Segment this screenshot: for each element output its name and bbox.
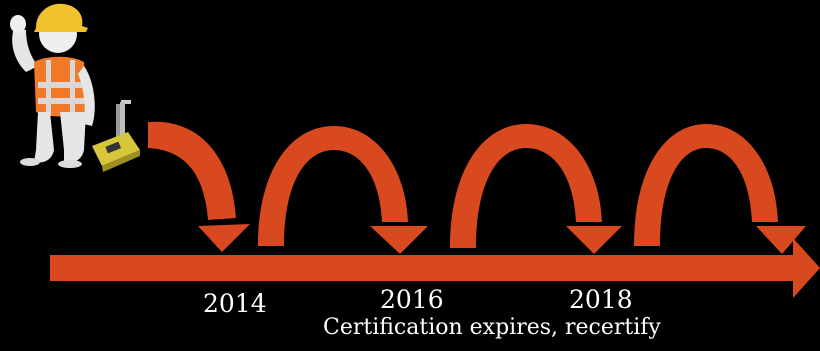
curved-arrow-body [258, 126, 408, 246]
construction-worker-figure-icon [10, 3, 95, 168]
vest-stripe [38, 82, 86, 88]
curved-arrow-body [634, 124, 778, 246]
vest-stripe [46, 60, 51, 116]
nuclear-gauge-icon [92, 100, 140, 172]
timeline-arrow [50, 238, 820, 298]
worker-foot [20, 158, 40, 166]
worker-hand [10, 15, 26, 33]
hard-hat-icon [34, 3, 88, 32]
gauge-display [105, 141, 121, 154]
worker-lower-arm [78, 66, 95, 126]
worker-left-leg [34, 112, 54, 163]
gauge-rod [120, 102, 125, 144]
worker-right-leg [60, 112, 86, 163]
worker-foot [58, 160, 82, 168]
year-label-2016: 2016 [380, 285, 444, 314]
curved-arrow-body [148, 121, 236, 220]
timeline-arrow-head [793, 238, 820, 298]
gauge-rod-shadow [116, 104, 120, 144]
curved-arrow-4 [634, 124, 806, 254]
gauge-body-side [102, 150, 140, 172]
curved-arrow-body [450, 124, 602, 248]
gauge-handle-top [121, 100, 131, 104]
year-label-2018: 2018 [569, 285, 633, 314]
vest-stripe [38, 98, 86, 104]
curved-arrow-3 [450, 124, 622, 254]
curved-arrow-head [756, 226, 806, 254]
curved-arrow-head [198, 224, 250, 252]
worker-raised-arm [12, 28, 38, 72]
timeline-arrow-shaft [50, 255, 795, 281]
timeline-caption: Certification expires, recertify [323, 315, 661, 340]
curved-arrow-1 [148, 121, 250, 252]
year-label-2014: 2014 [203, 289, 267, 318]
curved-arrow-head [370, 226, 428, 254]
curved-arrow-head [566, 226, 622, 254]
vest-stripe [70, 60, 75, 116]
curved-arrow-2 [258, 126, 428, 254]
